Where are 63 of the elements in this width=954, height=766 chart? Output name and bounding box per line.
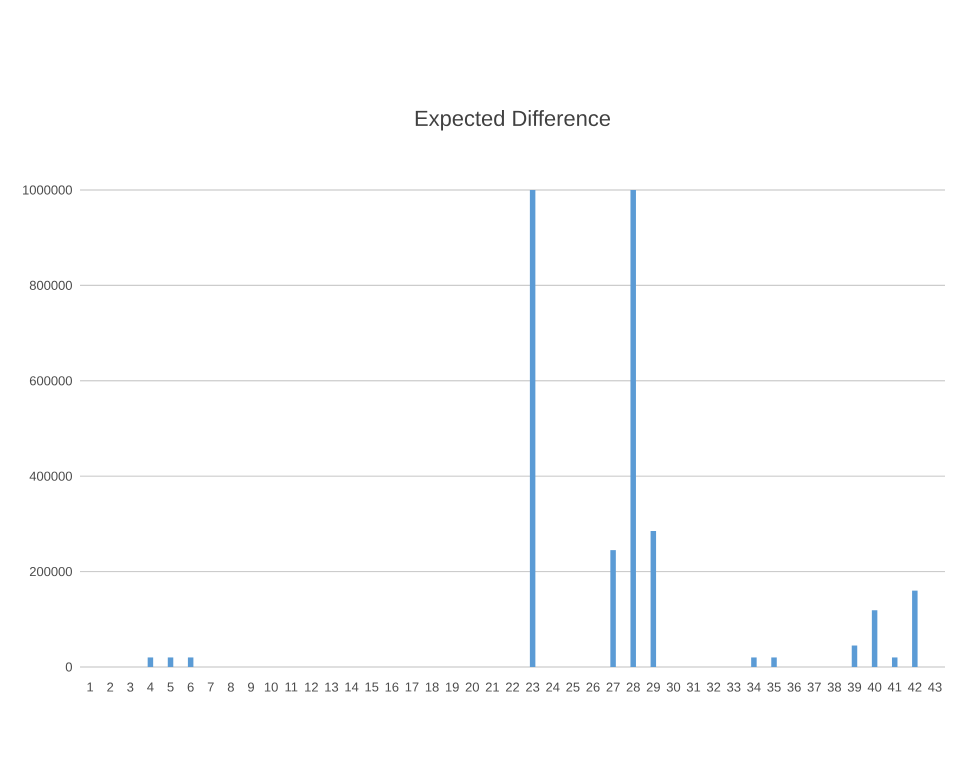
x-tick-label: 26 bbox=[586, 682, 600, 692]
bar bbox=[630, 190, 636, 667]
y-tick-label: 1000000 bbox=[23, 185, 72, 195]
y-tick-label: 0 bbox=[66, 662, 72, 672]
x-tick-label: 24 bbox=[546, 682, 560, 692]
bar bbox=[168, 657, 174, 667]
x-tick-label: 40 bbox=[868, 682, 882, 692]
x-tick-label: 20 bbox=[466, 682, 479, 692]
x-tick-label: 21 bbox=[486, 682, 499, 692]
x-tick-label: 22 bbox=[506, 682, 520, 692]
x-tick-label: 23 bbox=[526, 682, 540, 692]
x-tick-label: 4 bbox=[147, 682, 154, 692]
x-tick-label: 16 bbox=[386, 682, 398, 692]
x-tick-label: 1 bbox=[87, 682, 94, 692]
bar bbox=[751, 657, 757, 667]
x-tick-label: 18 bbox=[426, 682, 439, 692]
bar bbox=[148, 657, 154, 667]
x-tick-label: 41 bbox=[888, 682, 902, 692]
bar bbox=[852, 646, 858, 667]
x-tick-label: 31 bbox=[686, 682, 700, 692]
x-tick-label: 35 bbox=[767, 682, 781, 692]
x-tick-label: 34 bbox=[747, 682, 761, 692]
x-tick-label: 28 bbox=[626, 682, 640, 692]
x-tick-label: 15 bbox=[365, 682, 378, 692]
x-tick-label: 25 bbox=[566, 682, 580, 692]
bar bbox=[771, 657, 777, 667]
chart-title: Expected Difference bbox=[416, 110, 610, 130]
y-tick-label: 800000 bbox=[30, 280, 72, 290]
x-tick-label: 11 bbox=[285, 682, 298, 692]
x-tick-label: 13 bbox=[325, 682, 338, 692]
bar bbox=[872, 610, 878, 667]
x-tick-label: 29 bbox=[646, 682, 660, 692]
y-tick-label: 600000 bbox=[30, 376, 72, 386]
bar bbox=[530, 190, 536, 667]
bar bbox=[912, 590, 918, 667]
x-tick-label: 38 bbox=[828, 682, 842, 692]
x-tick-label: 27 bbox=[606, 682, 620, 692]
x-tick-label: 32 bbox=[706, 682, 720, 692]
x-tick-label: 42 bbox=[908, 682, 922, 692]
bar bbox=[892, 657, 898, 667]
x-tick-label: 36 bbox=[787, 682, 801, 692]
x-tick-label: 33 bbox=[727, 682, 740, 692]
x-tick-label: 14 bbox=[345, 682, 358, 692]
bar bbox=[610, 550, 616, 667]
y-tick-label: 200000 bbox=[30, 566, 72, 576]
x-tick-label: 9 bbox=[248, 682, 254, 692]
x-tick-label: 43 bbox=[928, 682, 942, 692]
x-tick-label: 6 bbox=[188, 682, 194, 692]
x-tick-label: 2 bbox=[107, 682, 114, 692]
x-tick-label: 30 bbox=[666, 682, 680, 692]
x-tick-label: 7 bbox=[208, 682, 214, 692]
bar bbox=[650, 531, 656, 667]
x-tick-label: 10 bbox=[264, 682, 278, 692]
bar bbox=[188, 657, 194, 667]
x-tick-label: 19 bbox=[446, 682, 459, 692]
x-tick-label: 37 bbox=[808, 682, 821, 692]
x-tick-label: 5 bbox=[167, 682, 174, 692]
x-tick-label: 12 bbox=[305, 682, 318, 692]
x-tick-label: 39 bbox=[848, 682, 862, 692]
x-tick-label: 17 bbox=[406, 682, 418, 692]
y-tick-label: 400000 bbox=[30, 472, 72, 481]
x-tick-label: 3 bbox=[127, 682, 134, 692]
x-tick-label: 8 bbox=[228, 682, 234, 692]
